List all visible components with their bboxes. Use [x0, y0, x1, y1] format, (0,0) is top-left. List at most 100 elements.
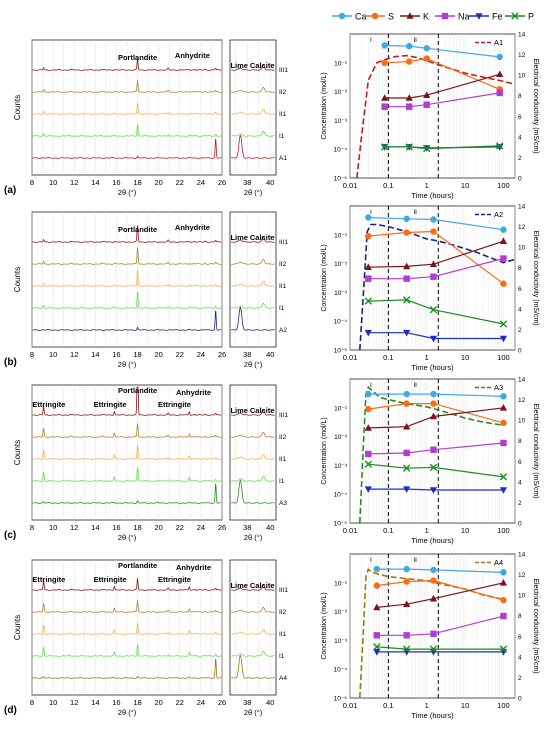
- xrd-tick-label: 24: [197, 523, 205, 532]
- point-K: [405, 94, 413, 101]
- xrd-side-trace-II2: [231, 86, 275, 93]
- stage-label: I: [370, 209, 372, 216]
- xrd-trace-A4: [32, 658, 222, 679]
- point-K: [373, 603, 381, 611]
- peak-label: Calcite: [250, 233, 275, 242]
- stage-label: II: [413, 382, 417, 389]
- series-line-K: [384, 73, 500, 99]
- peak-label: Lime: [230, 581, 248, 590]
- kinetics-xtick: 0.01: [343, 526, 358, 535]
- legend-label-K: K: [423, 12, 429, 22]
- xrd-tick-label: 22: [176, 523, 184, 532]
- kinetics-y2tick: 10: [518, 73, 526, 80]
- point-K: [499, 237, 508, 244]
- point-P: [373, 643, 381, 651]
- legend-marker-P: [511, 12, 519, 20]
- kinetics-xtick: 0.01: [343, 701, 358, 710]
- point-P: [496, 142, 504, 150]
- point-Ca: [500, 569, 507, 576]
- xrd-tick-label: 16: [112, 178, 120, 187]
- legend-label-Fe: Fe: [492, 12, 503, 22]
- legend-label-Na: Na: [458, 12, 470, 22]
- xrd-side-trace-I1: [231, 650, 275, 657]
- point-P: [499, 320, 508, 328]
- xrd-side-trace-II2: [231, 431, 275, 438]
- xrd-tick-label: 12: [70, 523, 78, 532]
- kinetics-ylabel: Concentration (mol/L): [321, 417, 328, 484]
- kinetics-y2tick: 0: [518, 176, 522, 183]
- xrd-tick-label: 22: [176, 698, 184, 707]
- point-K: [496, 70, 504, 78]
- xrd-trace-label: I1: [279, 653, 285, 660]
- xrd-side-trace-A4: [231, 654, 275, 679]
- xrd-tick-label: 38: [243, 350, 251, 359]
- kinetics-ytick: 10⁻⁴: [334, 147, 348, 154]
- series-line-Ca: [376, 568, 504, 573]
- point-P: [429, 306, 438, 314]
- xrd-side-trace-A2: [231, 306, 275, 331]
- xrd-xlabel: 2θ (°): [118, 188, 137, 197]
- panel-label: (c): [4, 530, 16, 541]
- xrd-tick-label: 40: [266, 350, 274, 359]
- series-line-Ca: [368, 393, 504, 397]
- xrd-trace-label: I1: [279, 305, 285, 312]
- xrd-tick-label: 40: [266, 523, 274, 532]
- point-S: [365, 405, 372, 413]
- point-Fe: [373, 649, 381, 656]
- point-Na: [403, 275, 410, 282]
- point-K: [403, 600, 411, 608]
- panel-label: (d): [4, 705, 17, 716]
- kinetics-xtick: 10: [461, 181, 469, 190]
- xrd-tick-label: 40: [266, 698, 274, 707]
- xrd-tick-label: 18: [133, 698, 141, 707]
- peak-label: Portlandite: [118, 386, 157, 395]
- kinetics-y2tick: 4: [518, 306, 522, 313]
- point-Fe: [429, 335, 438, 343]
- point-K: [403, 262, 411, 270]
- stage-label: I: [370, 382, 372, 389]
- xrd-trace-label: III1: [279, 67, 288, 74]
- xrd-ylabel: Counts: [13, 440, 22, 465]
- xrd-tick-label: 38: [243, 698, 251, 707]
- xrd-side-trace-III1: [231, 236, 275, 243]
- legend-marker-Na: [441, 12, 449, 20]
- kinetics-y2tick: 14: [518, 377, 526, 384]
- kinetics-ytick: 10⁻¹: [334, 405, 348, 412]
- kinetics-xtick: 100: [497, 526, 510, 535]
- point-K: [499, 404, 508, 411]
- xrd-tick-label: 18: [133, 178, 141, 187]
- conductivity-line: [359, 223, 516, 351]
- peak-label: Calcite: [250, 406, 275, 415]
- series-line-P: [384, 145, 500, 150]
- point-P: [499, 473, 508, 481]
- xrd-trace-II2: [32, 423, 222, 438]
- peak-label: Anhydrite: [175, 223, 210, 232]
- series-line-P: [376, 646, 504, 650]
- xrd-xlabel: 2θ (°): [244, 360, 263, 369]
- point-P: [364, 297, 372, 305]
- xrd-tick-label: 8: [30, 698, 34, 707]
- xrd-tick-label: 20: [154, 178, 162, 187]
- kinetics-frame: [349, 553, 516, 699]
- xrd-tick-label: 22: [176, 178, 184, 187]
- kinetics-xlabel: Time (hours): [411, 711, 454, 720]
- point-P: [380, 143, 389, 151]
- point-Ca: [430, 566, 437, 574]
- kinetics-ytick: 10⁻⁵: [334, 696, 348, 703]
- xrd-tick-label: 10: [49, 698, 57, 707]
- kinetics-ytick: 10⁻⁴: [334, 667, 348, 674]
- series-line-K: [368, 240, 504, 268]
- point-Ca: [500, 393, 507, 400]
- point-S: [430, 577, 437, 584]
- point-P-b: [429, 463, 438, 472]
- legend-marker-Fe: [475, 13, 483, 20]
- kinetics-xtick: 0.01: [343, 353, 358, 362]
- kinetics-y2label: Electrical conductivity (mS/cm): [532, 58, 539, 153]
- xrd-side-trace-I1: [231, 475, 275, 482]
- point-K: [381, 94, 389, 101]
- xrd-trace-II2: [32, 599, 222, 613]
- legend-label-S: S: [388, 12, 394, 22]
